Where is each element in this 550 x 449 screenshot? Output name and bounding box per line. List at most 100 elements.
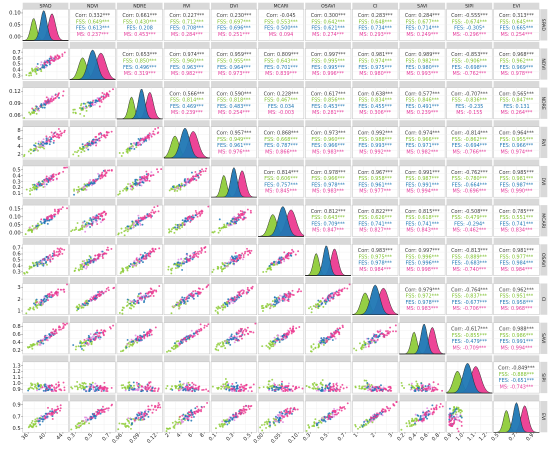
strip-bg	[493, 237, 540, 245]
corr-corr: Corr: 0.968***	[499, 52, 534, 58]
data-point	[124, 229, 127, 232]
data-point	[217, 231, 220, 234]
data-point	[182, 259, 185, 262]
data-point	[392, 330, 395, 333]
data-point	[377, 335, 380, 338]
data-point	[287, 252, 290, 254]
data-point	[61, 206, 64, 209]
corr-fss: FSS: -0.889***	[452, 254, 488, 260]
data-point	[235, 339, 238, 341]
data-point	[186, 216, 189, 219]
corr-ms: MS: 0.982***	[171, 71, 203, 77]
data-point	[122, 384, 125, 387]
data-point	[108, 90, 111, 93]
data-point	[142, 261, 144, 264]
data-point	[25, 74, 28, 76]
data-point	[320, 337, 323, 340]
data-point	[81, 147, 84, 150]
data-point	[77, 186, 80, 188]
corr-ms: MS: -0.696***	[453, 189, 487, 195]
data-point	[246, 208, 249, 211]
strip-bg	[493, 276, 540, 284]
data-point	[249, 209, 252, 212]
data-point	[50, 131, 53, 134]
corr-fes: FES: 0.958***	[500, 300, 534, 306]
data-point	[77, 308, 80, 310]
corr-corr: Corr: 0.577***	[405, 91, 440, 97]
data-point	[174, 385, 177, 388]
data-point	[62, 94, 64, 97]
panel-OSAVI-MCARI	[257, 237, 305, 276]
data-point	[97, 216, 100, 218]
data-point	[83, 115, 86, 117]
data-point	[107, 289, 110, 292]
data-point	[143, 215, 146, 218]
data-point	[35, 72, 38, 75]
data-point	[198, 330, 201, 333]
data-point	[138, 297, 141, 299]
data-point	[150, 134, 152, 137]
data-point	[63, 131, 66, 134]
data-point	[134, 224, 137, 227]
strip-bg	[305, 276, 351, 284]
panel-OSAVI-NDVI	[69, 237, 116, 276]
data-point	[231, 220, 233, 223]
data-point	[283, 332, 286, 335]
data-point	[182, 337, 185, 340]
density-fes	[258, 206, 304, 237]
corr-fss: FSS: 0.846***	[406, 98, 440, 104]
corr-ms: MS: 0.984***	[359, 267, 391, 273]
data-point	[157, 210, 160, 213]
density-fes	[69, 49, 116, 80]
corr-corr: Corr: 0.989***	[405, 52, 440, 58]
data-point	[226, 303, 228, 306]
data-point	[150, 291, 153, 294]
data-point	[139, 139, 142, 141]
data-point	[59, 247, 62, 250]
data-point	[98, 387, 101, 389]
corr-corr: Corr: -0.555***	[451, 13, 488, 19]
data-point	[182, 300, 185, 302]
data-point	[91, 182, 94, 185]
panel-OSAVI-RVI	[163, 237, 210, 276]
data-point	[245, 329, 248, 332]
data-point	[92, 218, 95, 221]
data-point	[101, 91, 104, 94]
panel-NDRE-SPAD	[22, 81, 69, 120]
data-point	[85, 147, 88, 149]
data-point	[184, 184, 186, 187]
data-point	[53, 333, 56, 335]
data-point	[156, 132, 159, 135]
data-point	[46, 336, 49, 339]
data-point	[37, 384, 40, 387]
data-point	[280, 256, 283, 259]
data-point	[47, 137, 50, 140]
data-point	[189, 180, 191, 183]
strip-bg	[305, 2, 351, 10]
data-point	[74, 150, 76, 153]
data-point	[180, 264, 183, 267]
data-point	[40, 144, 43, 147]
strip-bg	[22, 276, 69, 284]
data-point	[70, 386, 73, 389]
data-point	[317, 299, 320, 302]
data-point	[180, 341, 183, 344]
data-point	[188, 258, 191, 260]
data-point	[53, 56, 56, 59]
data-point	[89, 179, 92, 181]
data-point	[44, 220, 47, 222]
data-point	[49, 254, 51, 257]
data-point	[140, 184, 143, 187]
data-point	[320, 339, 323, 342]
data-point	[362, 346, 365, 349]
data-point	[179, 185, 182, 188]
data-point	[218, 227, 221, 230]
data-point	[222, 263, 225, 266]
data-point	[76, 380, 79, 383]
data-point	[86, 225, 89, 228]
data-point	[27, 389, 30, 392]
data-point	[168, 228, 171, 231]
data-point	[88, 140, 91, 143]
data-point	[206, 325, 208, 328]
